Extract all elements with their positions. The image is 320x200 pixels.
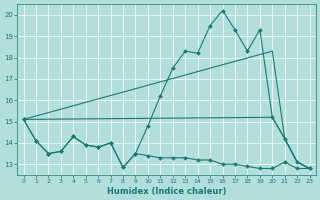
X-axis label: Humidex (Indice chaleur): Humidex (Indice chaleur) xyxy=(107,187,226,196)
